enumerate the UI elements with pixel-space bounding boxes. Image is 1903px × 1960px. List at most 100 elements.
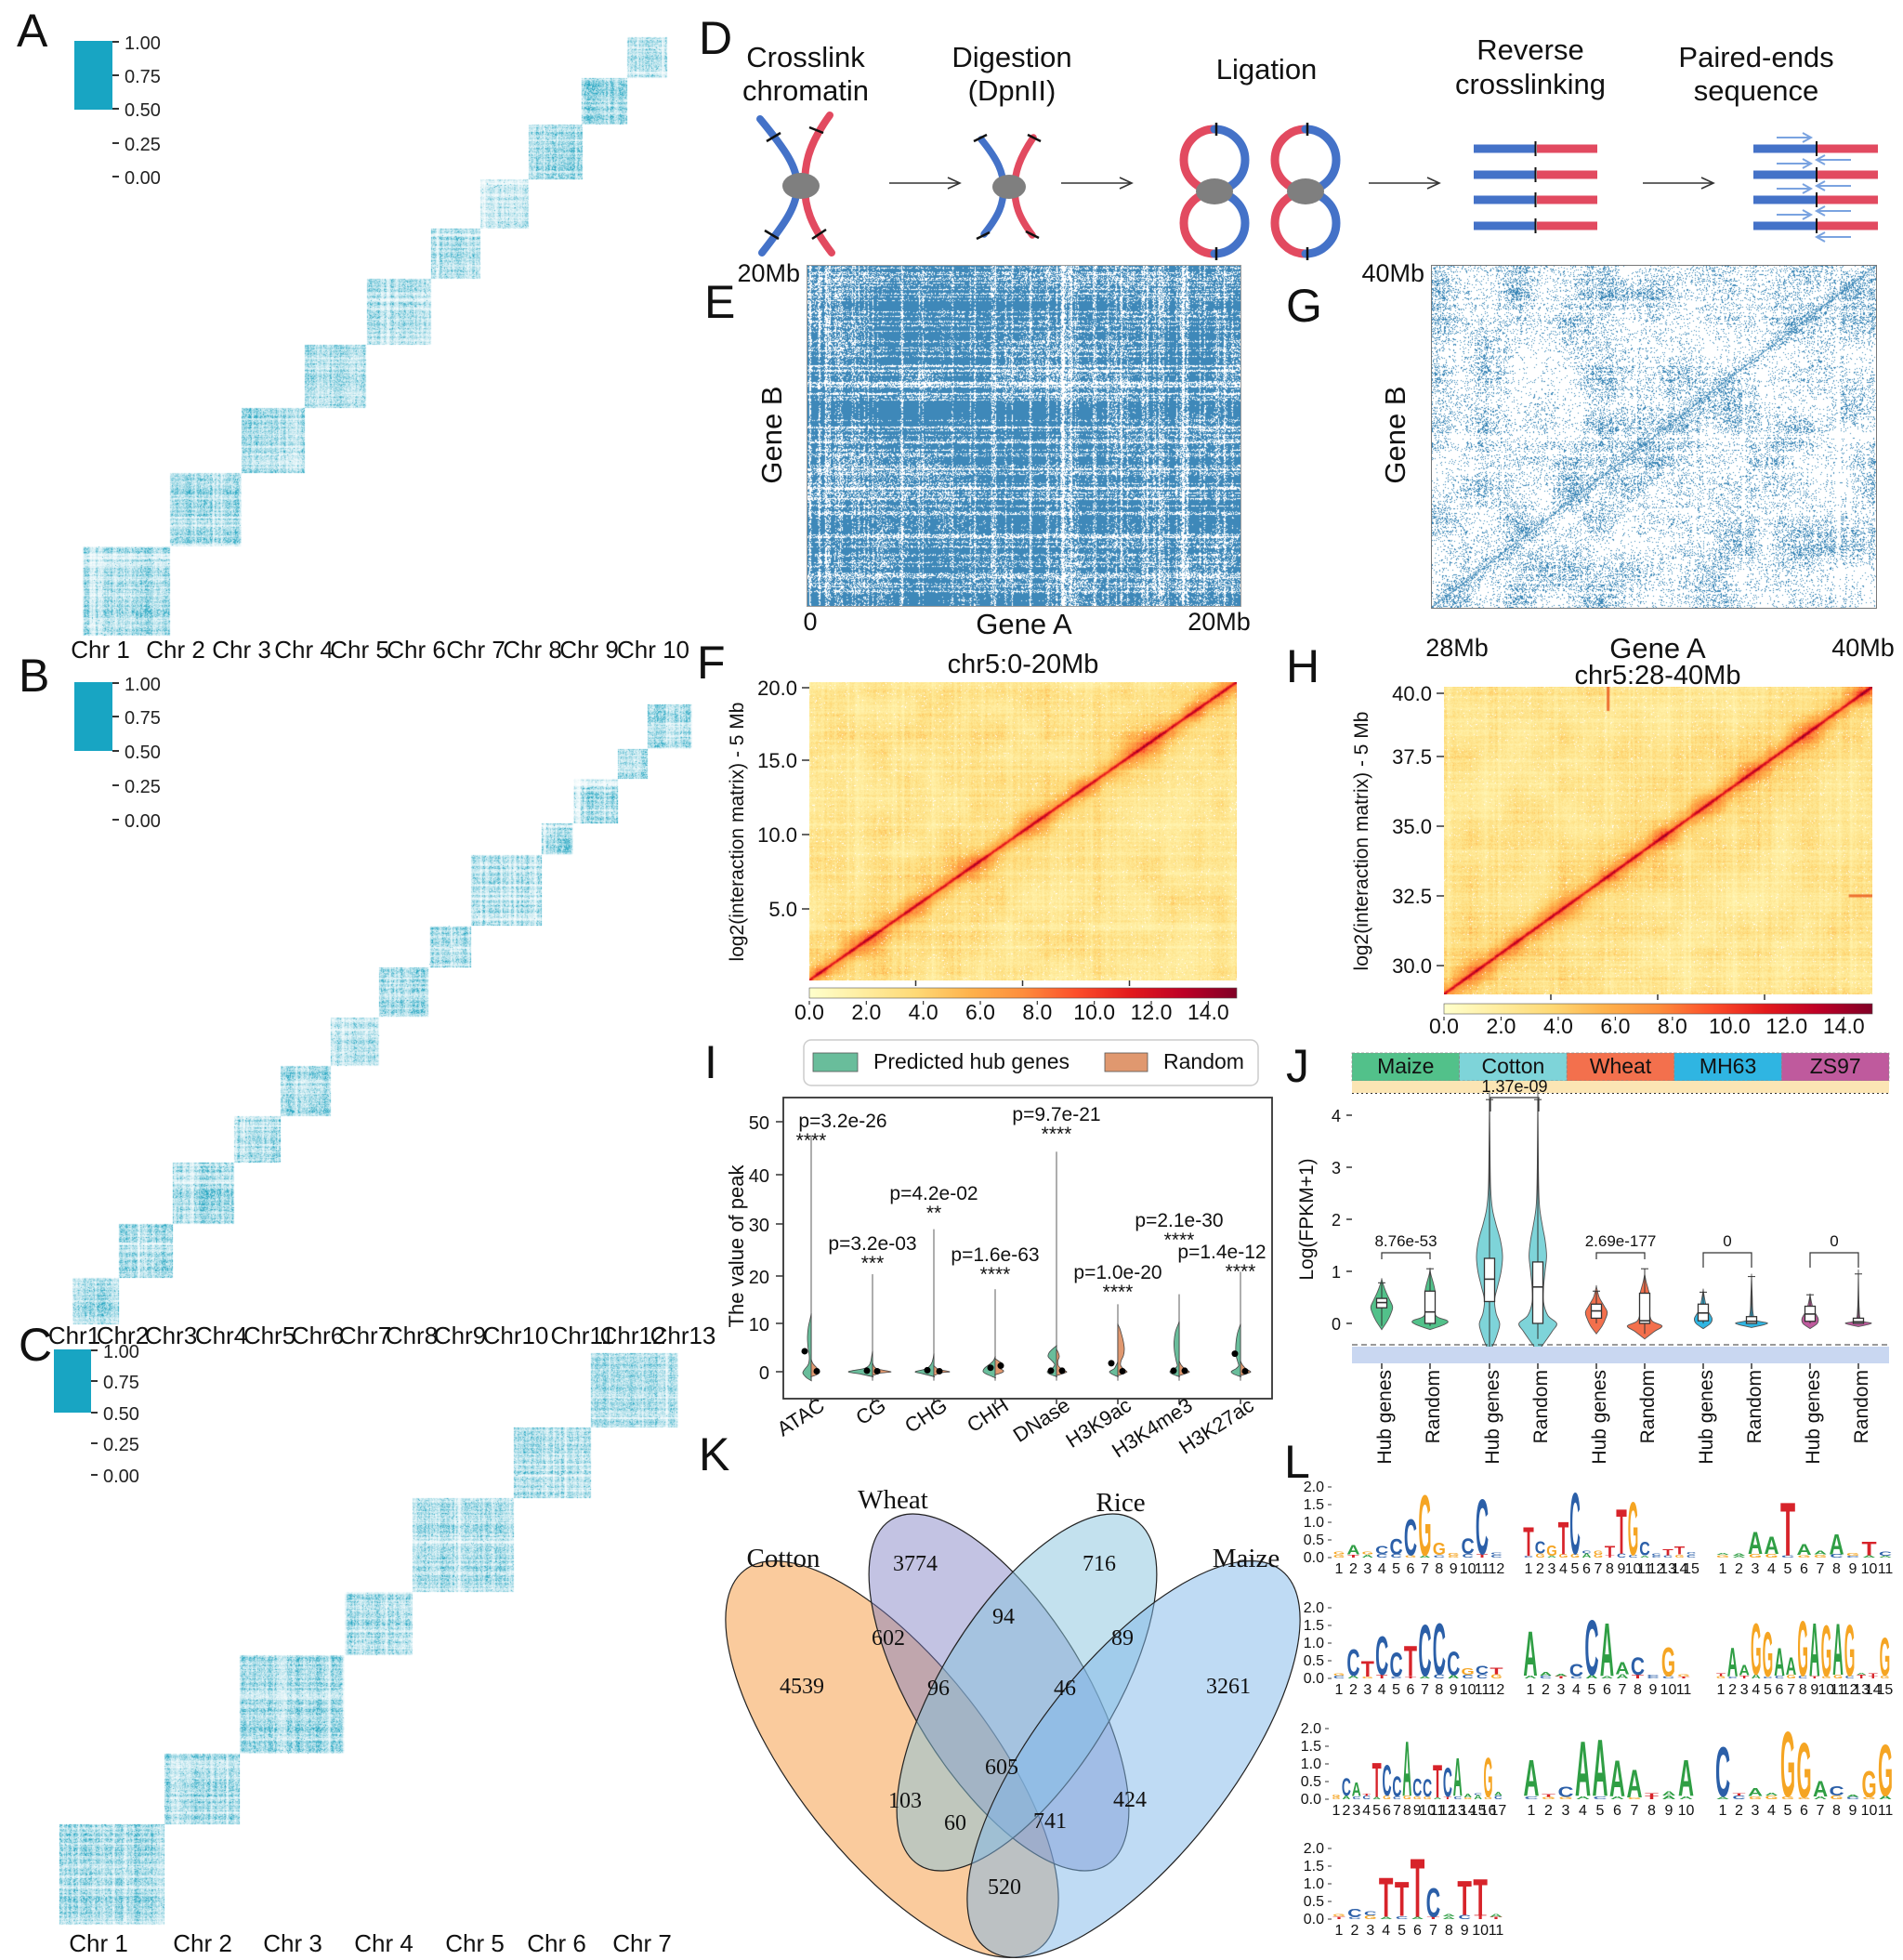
- svg-text:G: G: [1821, 1676, 1831, 1679]
- svg-text:C: C: [1846, 1555, 1859, 1558]
- svg-text:p=4.2e-02: p=4.2e-02: [889, 1183, 978, 1204]
- svg-text:A: A: [1774, 1640, 1785, 1684]
- svg-text:C: C: [1647, 1677, 1659, 1679]
- svg-text:6: 6: [1776, 1682, 1784, 1698]
- svg-text:A: A: [1443, 1916, 1456, 1920]
- svg-text:log2(interaction matrix) - 5 M: log2(interaction matrix) - 5 Mb: [727, 703, 748, 962]
- svg-text:C: C: [1375, 1626, 1388, 1688]
- svg-text:C: C: [1829, 1782, 1844, 1798]
- svg-text:16: 16: [1480, 1803, 1497, 1819]
- svg-text:15.0: 15.0: [757, 749, 797, 772]
- svg-text:G: G: [1559, 1796, 1573, 1800]
- svg-text:A: A: [1523, 1618, 1537, 1690]
- svg-text:9: 9: [1849, 1561, 1857, 1577]
- svg-text:A: A: [1576, 1796, 1591, 1800]
- svg-text:****: ****: [796, 1130, 827, 1151]
- svg-text:A: A: [1411, 1916, 1424, 1920]
- svg-text:G: G: [1765, 1554, 1778, 1559]
- svg-text:T: T: [1404, 1637, 1417, 1686]
- svg-text:0.0: 0.0: [1304, 1912, 1324, 1927]
- svg-text:C: C: [1775, 1676, 1785, 1680]
- svg-text:3: 3: [1548, 1561, 1556, 1577]
- svg-text:A: A: [1829, 1528, 1844, 1561]
- svg-text:9: 9: [1450, 1561, 1458, 1577]
- svg-text:T: T: [1376, 1674, 1387, 1679]
- svg-text:1.00: 1.00: [125, 675, 161, 695]
- svg-text:Chr2: Chr2: [97, 1322, 149, 1349]
- svg-text:L: L: [1284, 1436, 1310, 1488]
- svg-text:A: A: [1555, 1673, 1568, 1677]
- svg-text:A: A: [1547, 1556, 1556, 1559]
- svg-text:G: G: [1559, 1554, 1568, 1559]
- svg-text:0: 0: [1332, 1315, 1341, 1334]
- svg-text:A: A: [1540, 1672, 1553, 1677]
- svg-text:T: T: [1427, 1916, 1440, 1920]
- svg-text:Chr 4: Chr 4: [274, 636, 334, 664]
- svg-text:T: T: [1411, 1841, 1425, 1935]
- svg-text:3: 3: [1752, 1561, 1760, 1577]
- svg-text:C: C: [1333, 1675, 1345, 1679]
- svg-text:T: T: [1861, 1538, 1877, 1560]
- svg-text:C: C: [1393, 1796, 1401, 1800]
- svg-text:T: T: [1476, 1554, 1488, 1559]
- svg-text:0.50: 0.50: [103, 1404, 139, 1425]
- svg-text:2.0: 2.0: [1304, 1480, 1324, 1495]
- svg-text:0: 0: [1723, 1232, 1731, 1250]
- svg-text:Chr 8: Chr 8: [503, 636, 562, 664]
- svg-text:G: G: [1880, 1628, 1891, 1688]
- svg-text:A: A: [1863, 1555, 1876, 1559]
- svg-text:p=9.7e-21: p=9.7e-21: [1012, 1104, 1100, 1125]
- svg-text:5: 5: [1372, 1803, 1381, 1819]
- svg-text:T: T: [1372, 1754, 1382, 1808]
- svg-text:11: 11: [1831, 1682, 1846, 1698]
- svg-text:crosslinking: crosslinking: [1455, 68, 1606, 100]
- svg-text:A: A: [1727, 1640, 1739, 1686]
- svg-text:4: 4: [1579, 1803, 1587, 1819]
- svg-text:G: G: [1797, 1605, 1808, 1693]
- svg-text:C: C: [1447, 1647, 1460, 1684]
- svg-text:Chr 2: Chr 2: [173, 1929, 232, 1957]
- svg-text:9: 9: [1461, 1923, 1469, 1939]
- svg-text:5: 5: [1571, 1561, 1580, 1577]
- svg-text:G: G: [1542, 1796, 1555, 1800]
- svg-text:p=1.0e-20: p=1.0e-20: [1073, 1262, 1161, 1283]
- svg-text:C: C: [1728, 1677, 1738, 1679]
- svg-text:T: T: [1523, 1519, 1534, 1565]
- svg-text:T: T: [1606, 1555, 1615, 1559]
- svg-text:T: T: [1433, 1756, 1442, 1808]
- svg-text:Chr 1: Chr 1: [71, 636, 130, 664]
- svg-text:G: G: [1483, 1746, 1492, 1810]
- svg-text:4: 4: [1559, 1561, 1568, 1577]
- svg-text:A: A: [1739, 1663, 1750, 1679]
- svg-text:CHG: CHG: [900, 1393, 952, 1438]
- svg-text:C: C: [1652, 1556, 1661, 1559]
- svg-text:C: C: [1462, 1675, 1474, 1680]
- svg-text:G: G: [1863, 1796, 1876, 1800]
- svg-text:12.0: 12.0: [1131, 1000, 1173, 1024]
- svg-text:A: A: [1813, 1776, 1828, 1801]
- svg-text:5: 5: [1588, 1682, 1596, 1698]
- svg-text:J: J: [1286, 1040, 1309, 1092]
- svg-text:C: C: [1462, 1533, 1475, 1559]
- svg-text:A: A: [1678, 1749, 1694, 1808]
- svg-text:9: 9: [1450, 1682, 1458, 1698]
- svg-text:T: T: [1869, 1676, 1878, 1679]
- svg-text:89: 89: [1111, 1626, 1134, 1651]
- svg-text:Chr1: Chr1: [48, 1322, 100, 1349]
- svg-text:2: 2: [1342, 1803, 1350, 1819]
- svg-text:30: 30: [749, 1216, 769, 1236]
- svg-text:G: G: [1413, 1796, 1422, 1800]
- svg-text:A: A: [1609, 1749, 1625, 1808]
- svg-text:0.0: 0.0: [1304, 1550, 1324, 1566]
- svg-text:6: 6: [1613, 1803, 1621, 1819]
- svg-text:11: 11: [1475, 1682, 1490, 1698]
- svg-text:E: E: [704, 276, 735, 328]
- svg-text:G: G: [1880, 1675, 1889, 1679]
- svg-text:T: T: [1347, 1554, 1359, 1559]
- svg-text:14: 14: [1865, 1682, 1882, 1698]
- svg-text:A: A: [1748, 1525, 1763, 1560]
- svg-text:G: G: [1861, 1764, 1876, 1805]
- svg-text:A: A: [1786, 1652, 1797, 1679]
- svg-text:8.0: 8.0: [1022, 1000, 1052, 1024]
- svg-text:T: T: [1677, 1676, 1690, 1678]
